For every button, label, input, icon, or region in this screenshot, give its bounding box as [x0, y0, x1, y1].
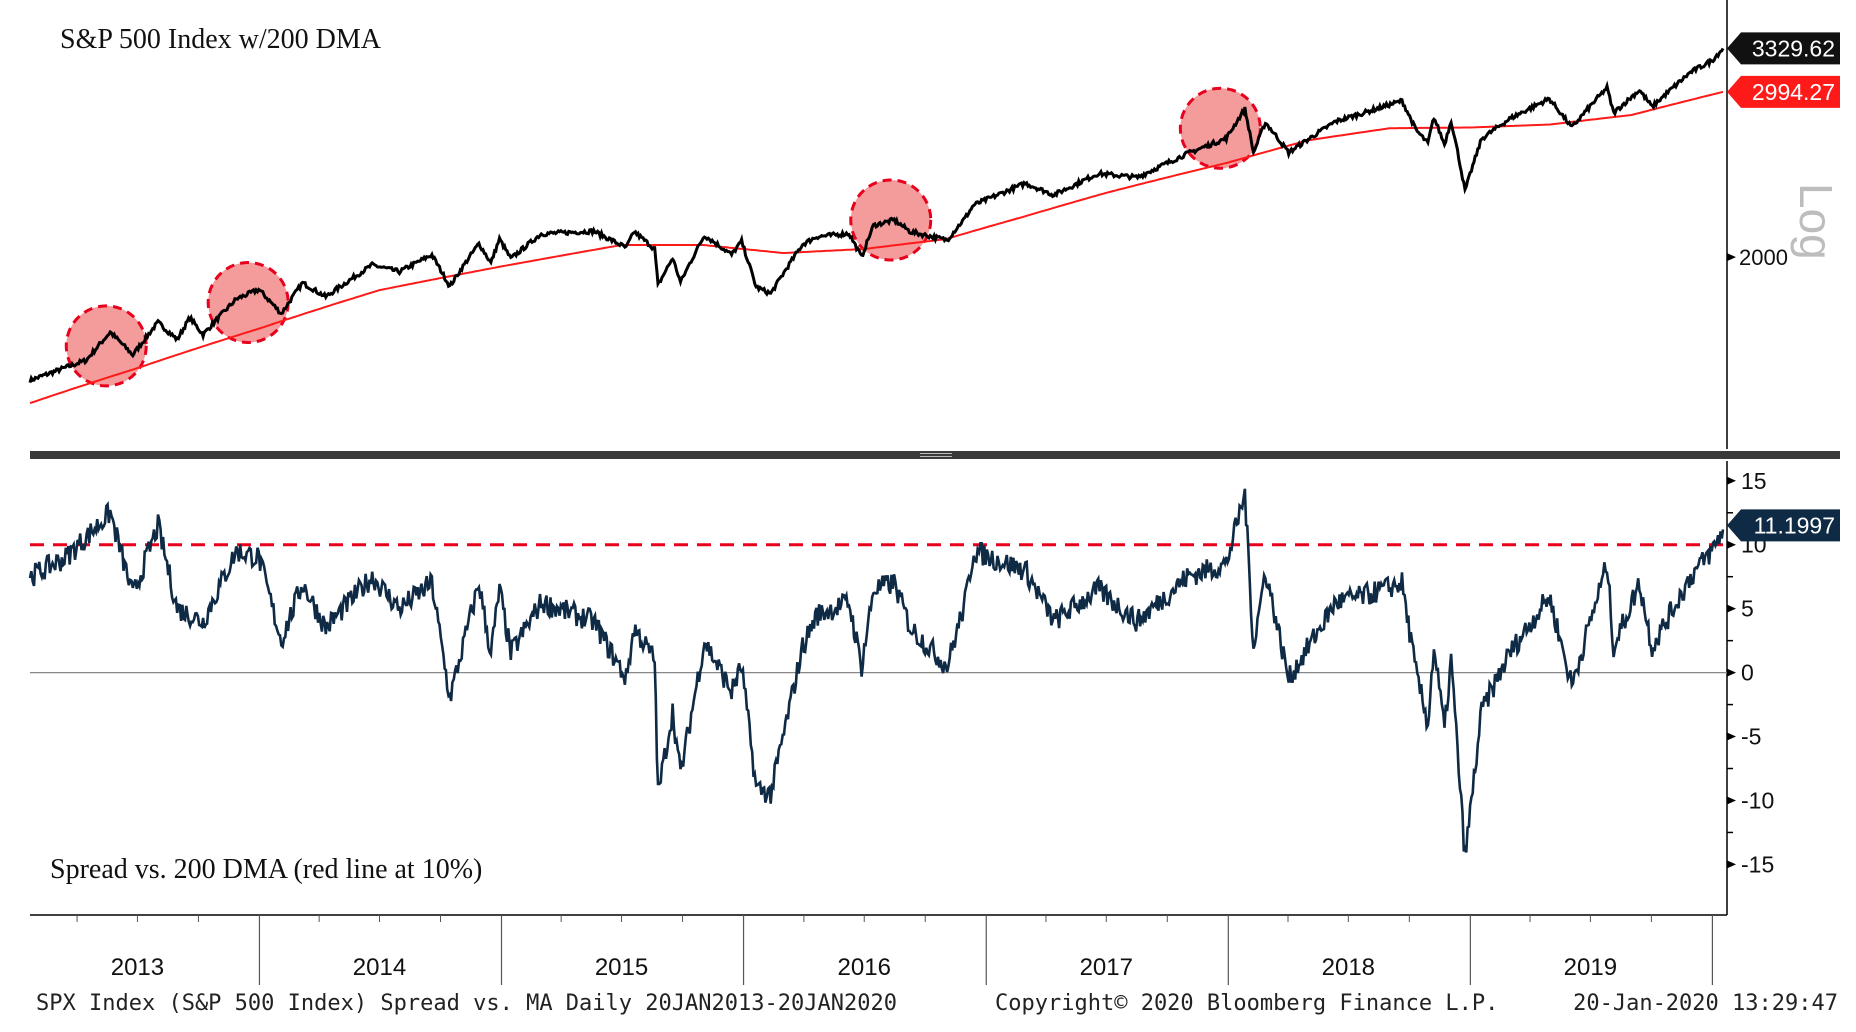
highlight-circles [64, 86, 1262, 388]
top-y-tick-label: 2000 [1739, 245, 1788, 270]
footer-copyright: Copyright© 2020 Bloomberg Finance L.P. [995, 991, 1498, 1016]
bottom-y-tick-label: 5 [1741, 596, 1754, 622]
highlight-circle-1 [64, 304, 148, 388]
right-axis: 2000 Log3329.622994.27151050-5-10-1511.19… [1727, 32, 1842, 877]
spread-panel: Spread vs. 200 DMA (red line at 10%) [28, 488, 1727, 885]
svg-text:3329.62: 3329.62 [1752, 35, 1835, 61]
top-chart-title: S&P 500 Index w/200 DMA [60, 24, 382, 55]
bottom-y-tick-label: -10 [1741, 787, 1774, 813]
footer-timestamp: 20-Jan-2020 13:29:47 [1573, 991, 1838, 1016]
dma-last-value-tag: 2994.27 [1727, 75, 1840, 108]
bottom-y-tick-label: -15 [1741, 851, 1774, 877]
dma-200-line [29, 90, 1724, 405]
x-tick-label-2019: 2019 [1564, 954, 1617, 981]
bottom-chart-title: Spread vs. 200 DMA (red line at 10%) [50, 854, 482, 885]
sp500-price-panel: S&P 500 Index w/200 DMA [28, 24, 1725, 405]
sp500-index-line [28, 47, 1725, 384]
svg-text:11.1997: 11.1997 [1754, 512, 1835, 538]
spread-line [28, 488, 1725, 853]
highlight-circle-2 [206, 261, 290, 345]
x-tick-label-2013: 2013 [111, 954, 164, 981]
bottom-y-tick-label: 0 [1741, 660, 1754, 686]
x-axis: 2013 2014 2015 2016 2017 2018 2019 [76, 915, 1714, 985]
x-tick-label-2016: 2016 [838, 954, 891, 981]
index-last-value-tag: 3329.62 [1727, 32, 1840, 65]
bottom-y-tick-label: 15 [1741, 468, 1767, 494]
x-tick-label-2018: 2018 [1322, 954, 1375, 981]
footer-source: SPX Index (S&P 500 Index) Spread vs. MA … [36, 991, 897, 1016]
bottom-y-tick-label: -5 [1741, 724, 1761, 750]
x-tick-label-2014: 2014 [353, 954, 406, 981]
log-scale-label: Log [1790, 183, 1842, 260]
chart-frames [30, 0, 1840, 916]
x-tick-label-2015: 2015 [595, 954, 648, 981]
x-tick-label-2017: 2017 [1080, 954, 1133, 981]
svg-text:2994.27: 2994.27 [1752, 79, 1835, 105]
spread-last-value-tag: 11.1997 [1727, 509, 1840, 542]
